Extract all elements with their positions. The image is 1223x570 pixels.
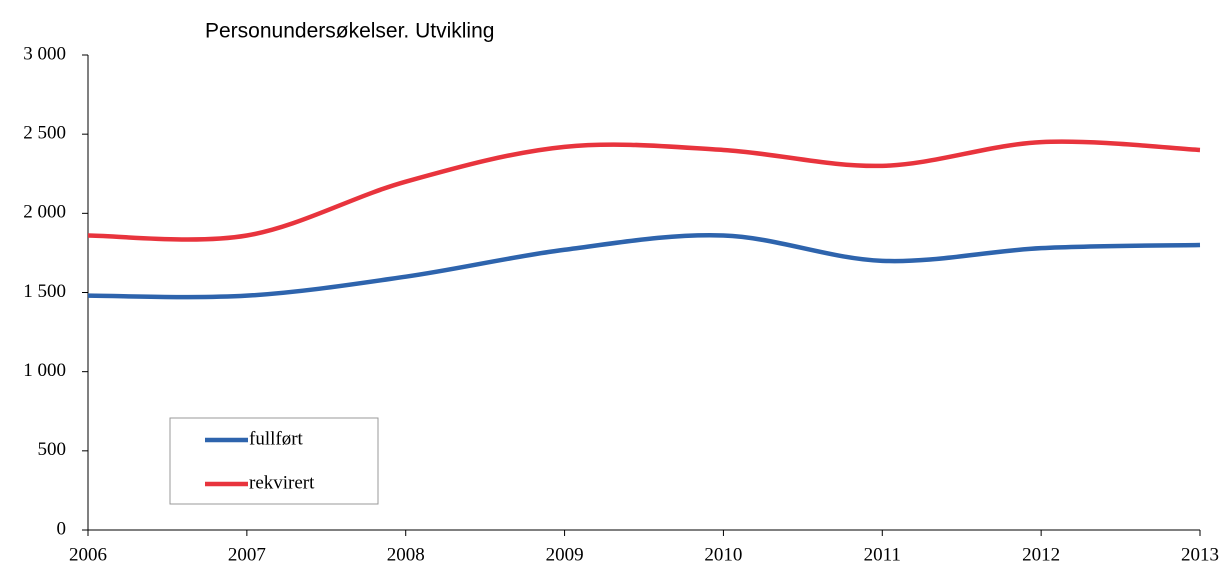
x-tick-label: 2007 — [228, 544, 266, 565]
y-tick-label: 2 500 — [23, 123, 66, 144]
x-tick-label: 2011 — [864, 544, 901, 565]
x-tick-label: 2008 — [387, 544, 425, 565]
y-tick-label: 0 — [57, 518, 67, 539]
chart-title: Personundersøkelser. Utvikling — [205, 20, 494, 43]
legend-label: fullført — [249, 428, 304, 449]
y-tick-label: 1 000 — [23, 360, 66, 381]
line-series — [87, 139, 1201, 242]
y-tick-label: 1 500 — [23, 281, 66, 302]
legend-label: rekvirert — [249, 472, 315, 493]
x-tick-label: 2009 — [546, 544, 584, 565]
y-tick-label: 2 000 — [23, 202, 66, 223]
legend-box — [169, 417, 379, 505]
x-tick-label: 2012 — [1022, 544, 1060, 565]
line-series — [87, 233, 1201, 300]
x-tick-label: 2006 — [69, 544, 107, 565]
x-tick-label: 2013 — [1181, 544, 1219, 565]
y-tick-label: 3 000 — [23, 43, 66, 64]
x-tick-label: 2010 — [704, 544, 742, 565]
y-tick-label: 500 — [38, 439, 67, 460]
